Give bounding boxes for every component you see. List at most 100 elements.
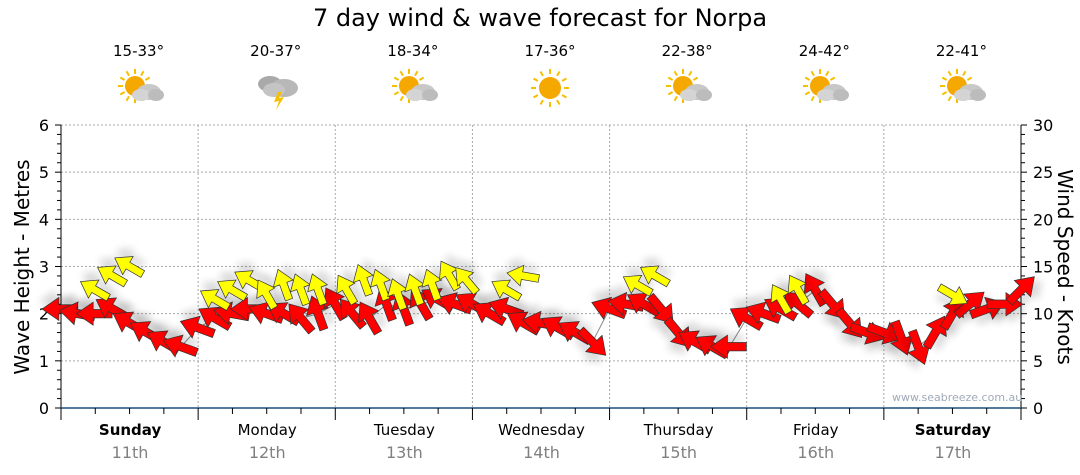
day-label: Tuesday 13th [336,421,473,462]
arrow-shape [358,301,383,336]
right-tick-label: 20 [1033,210,1053,229]
arrow-shape [162,334,199,358]
arrow-shape [387,278,409,311]
wind-arrow [642,292,674,331]
day-forecast-monday: 20-37° [216,42,336,114]
temperature-range: 17-36° [524,42,576,60]
wind-arrow [707,327,747,359]
arrow-shape [272,268,294,302]
day-date: 16th [797,443,835,462]
arrow-shape [936,283,968,306]
right-tick-label: 10 [1033,305,1053,324]
arrow-shape [79,279,111,302]
right-tick-label: 30 [1033,116,1053,135]
left-tick-label: 6 [39,116,49,135]
wave-arrow [217,271,249,302]
left-axis-label: Wave Height - Metres [10,159,34,375]
arrow-shape [404,273,426,307]
day-label: Monday 12th [199,421,336,462]
right-tick-label: 25 [1033,163,1053,182]
temperature-range: 22-38° [661,42,713,60]
wind-arrow [162,326,199,358]
arrow-shape [506,264,540,287]
day-date: 11th [111,443,149,462]
day-name: Monday [237,421,297,439]
sunny-weather-icon [531,69,569,107]
right-tick-label: 0 [1033,399,1043,418]
day-forecast-sunday: 15-33° [79,42,199,114]
arrow-shape [290,273,311,307]
day-date: 14th [523,443,560,462]
partly-cloudy-weather-icon [803,69,850,103]
partly-cloudy-weather-icon [391,69,438,103]
arrow-shape [646,292,674,324]
left-tick-label: 2 [39,305,49,324]
temperature-range: 15-33° [113,42,165,60]
arrow-shape [217,279,248,302]
arrow-shape [97,265,128,288]
day-label: Sunday 11th [62,421,199,462]
day-forecast-saturday: 22-41° [901,42,1021,114]
arrow-shape [179,315,216,339]
day-date: 12th [248,443,286,462]
arrow-shape [256,279,279,311]
wave-arrow [307,268,334,307]
wave-arrow [97,257,129,288]
arrow-shape [787,274,810,306]
arrow-shape [307,273,329,307]
day-label: Friday 16th [747,421,884,462]
wind-arrow [1005,276,1043,309]
arrow-shape [729,306,764,331]
arrow-shape [421,268,443,302]
temperature-range: 24-42° [798,42,850,60]
day-forecast-friday: 24-42° [764,42,884,114]
watermark: www.seabreeze.com.au [892,391,1023,404]
partly-cloudy-weather-icon [117,69,164,103]
day-forecast-thursday: 22-38° [627,42,747,114]
day-date: 15th [660,443,698,462]
left-tick-label: 3 [39,258,49,277]
arrow-shape [491,279,523,302]
wave-arrow [787,268,815,306]
day-name: Friday [793,421,839,439]
day-label: Saturday 17th [884,421,1021,462]
storm-weather-icon [257,76,298,110]
left-tick-label: 4 [39,210,49,229]
arrow-shape [577,326,607,356]
day-forecast-tuesday: 18-34° [353,42,473,114]
wave-arrow [455,260,484,296]
wind-arrow [901,329,931,370]
partly-cloudy-weather-icon [940,69,987,103]
wave-arrow [622,266,655,297]
day-date: 17th [934,443,972,462]
arrow-shape [336,274,359,306]
day-name: Tuesday [373,421,435,439]
wave-arrow [199,281,232,311]
wave-arrow [79,271,112,302]
temperature-range: 22-41° [935,42,987,60]
arrow-shape [770,284,793,316]
arrow-shape [199,289,231,311]
wave-arrow [935,283,968,314]
wave-arrow [491,271,524,302]
day-label: Thursday 15th [610,421,747,462]
wave-arrow [505,256,540,287]
arrow-shape [710,334,747,359]
arrow-shape [1005,276,1035,306]
day-label: Wednesday 14th [473,421,610,462]
wave-arrow [114,248,147,278]
day-name: Sunday [98,421,162,439]
temperature-range: 18-34° [387,42,439,60]
arrow-shape [472,302,507,327]
right-tick-label: 5 [1033,352,1043,371]
left-tick-label: 5 [39,163,49,182]
arrow-shape [745,301,782,325]
chart-title: 7 day wind & wave forecast for Norpa [312,4,768,32]
wind-arrow [288,296,320,335]
day-name: Thursday [643,421,714,439]
day-forecast-wednesday: 17-36° [490,42,610,114]
wave-arrow [639,257,672,288]
left-tick-label: 0 [39,399,49,418]
arrow-shape [622,274,654,297]
